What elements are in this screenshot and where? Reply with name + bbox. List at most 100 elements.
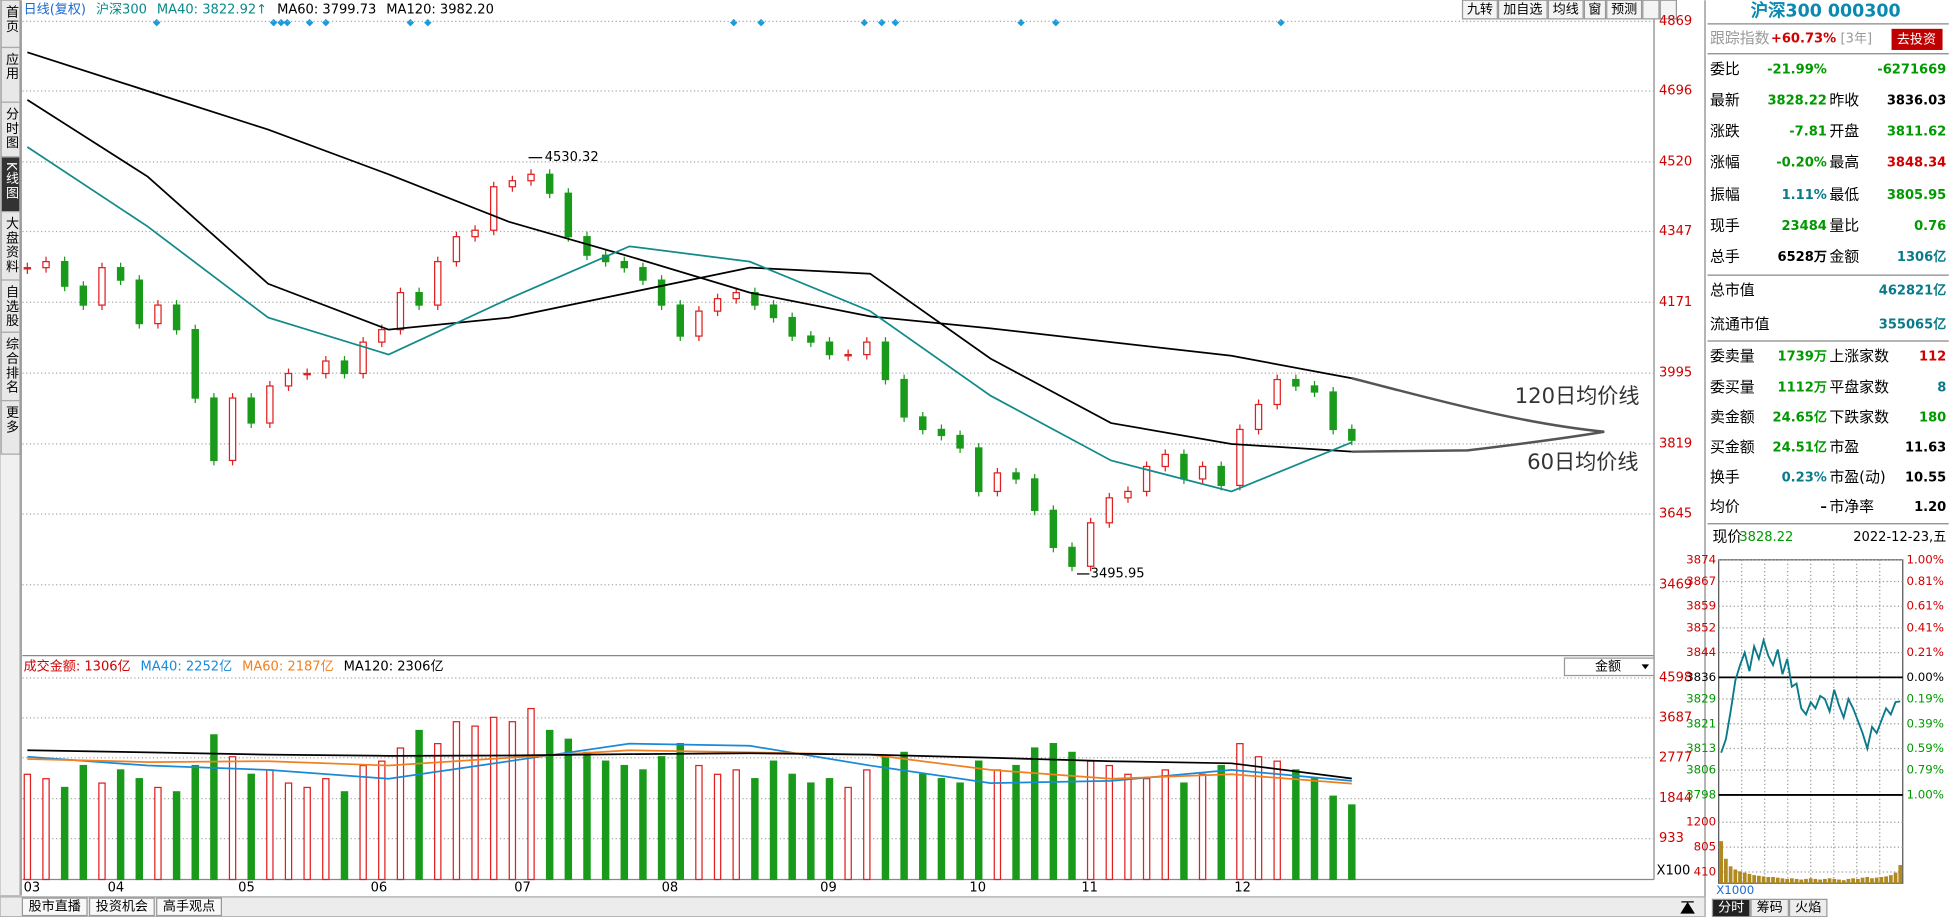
candle — [1049, 509, 1058, 548]
bottom-tab[interactable] — [21, 897, 88, 917]
side-tab-label[interactable]: 首页 — [3, 5, 19, 34]
volume-legend: MA60: 2187亿 — [242, 659, 334, 674]
volume-bar — [545, 729, 554, 881]
y-tick-label: 4520 — [1659, 154, 1692, 169]
quote-value: 1.20 — [1914, 500, 1946, 515]
toolbar-label[interactable]: 九转 — [1467, 3, 1493, 18]
candle — [564, 192, 573, 238]
y-tick-label: 3813 — [1686, 741, 1716, 755]
quote-label: 开盘 — [1829, 122, 1859, 140]
quote-label: 金额 — [1829, 248, 1859, 266]
intraday-volume — [1893, 872, 1898, 884]
side-tab-label[interactable]: 应用 — [3, 52, 19, 81]
candle — [340, 360, 349, 375]
side-tab[interactable] — [0, 400, 21, 455]
date-label: 2022-12-23,五 — [1853, 530, 1946, 545]
pct-label: 1.00% — [1906, 787, 1943, 801]
quote-label: 最高 — [1829, 153, 1859, 171]
volume-legend: 成交金额: 1306亿 — [24, 658, 131, 674]
candle — [1348, 428, 1356, 441]
x-tick-label: 08 — [662, 881, 679, 896]
high-label: 4530.32 — [545, 150, 599, 165]
toolbar-button[interactable] — [1606, 0, 1643, 20]
event-marker — [757, 18, 765, 27]
volume-bar — [564, 738, 573, 881]
intraday-volume — [1855, 878, 1860, 884]
toolbar-label[interactable]: 窗 — [1588, 2, 1601, 18]
candle — [228, 397, 237, 462]
side-tab-label[interactable]: K线图 — [3, 162, 19, 200]
track-value: +60.73% — [1771, 31, 1836, 46]
volume-bar — [1124, 773, 1132, 881]
quote-label: 市盈 — [1829, 438, 1859, 456]
volume-bar — [396, 747, 405, 881]
dropdown-label[interactable]: 金额 — [1595, 658, 1621, 674]
side-tab-label[interactable]: 综合排名 — [3, 337, 19, 394]
invest-button[interactable] — [1891, 28, 1943, 50]
intraday-tab-label[interactable]: 分时 — [1718, 901, 1744, 916]
volume-bar — [527, 707, 535, 881]
quote-label: 涨跌 — [1710, 122, 1740, 140]
volume-legend: MA120: 2306亿 — [344, 659, 444, 674]
intraday-volume — [1794, 878, 1799, 884]
bottom-tab-label[interactable]: 股市直播 — [29, 898, 81, 914]
y-tick-label: 3867 — [1686, 574, 1716, 588]
volume-bar — [191, 764, 199, 881]
toolbar-label[interactable]: 预测 — [1611, 3, 1637, 18]
volume-bar — [60, 786, 69, 881]
candle — [657, 279, 666, 306]
x-tick-label: 11 — [1081, 881, 1098, 896]
y-tick-label: 4696 — [1659, 83, 1692, 98]
volume-bar — [1273, 760, 1281, 881]
intraday-tab-label[interactable]: 火焰 — [1795, 901, 1821, 916]
intraday-volume — [1757, 875, 1761, 884]
volume-bar — [154, 786, 162, 881]
candle — [844, 353, 852, 357]
toolbar-button[interactable] — [1583, 0, 1607, 20]
side-tab-label[interactable]: 自选股 — [3, 285, 19, 328]
candle — [191, 329, 199, 399]
volume-bar — [1161, 769, 1170, 881]
pct-label: 1.00% — [1906, 552, 1943, 566]
quote-label: 量比 — [1829, 217, 1859, 235]
intraday-volume — [1724, 858, 1728, 884]
intraday-tab-label[interactable]: 筹码 — [1757, 900, 1783, 916]
volume-bar — [974, 760, 983, 881]
bottom-tab[interactable] — [88, 897, 155, 917]
x-tick-label: 09 — [820, 881, 837, 896]
bottom-tab[interactable] — [156, 897, 222, 917]
side-tab-label[interactable]: 更多 — [3, 406, 19, 435]
candle — [1273, 378, 1281, 406]
intraday-volume — [1804, 878, 1808, 884]
toolbar-label[interactable]: 加自选 — [1503, 3, 1542, 18]
event-marker — [283, 18, 292, 27]
dropdown[interactable] — [1563, 657, 1655, 677]
bottom-tab-label[interactable]: 高手观点 — [163, 898, 215, 914]
ma-legend: MA120: 3982.20 — [386, 3, 494, 18]
toolbar-icon[interactable] — [1642, 0, 1660, 20]
intraday-volume — [1761, 876, 1766, 884]
intraday-volume — [1884, 876, 1888, 884]
side-tab-label[interactable]: 大盘资料 — [3, 217, 19, 274]
intraday-volume — [1766, 877, 1771, 884]
candle — [1236, 428, 1244, 487]
bottom-tab-label[interactable]: 投资机会 — [96, 898, 148, 914]
quote-value: 3848.34 — [1887, 156, 1946, 171]
quote-label: 平盘家数 — [1829, 378, 1889, 396]
invest-button-label[interactable]: 去投资 — [1897, 32, 1936, 48]
toolbar-icon[interactable] — [1659, 0, 1678, 20]
quote-value: 112 — [1919, 350, 1946, 365]
projection-line — [1351, 430, 1605, 453]
toolbar-label[interactable]: 均线 — [1553, 3, 1579, 18]
toolbar-button[interactable] — [1497, 0, 1548, 20]
intraday-volume — [1775, 877, 1780, 884]
volume-bar — [247, 773, 255, 881]
volume-bar — [79, 764, 88, 881]
annotation: 120日均价线 — [1515, 383, 1640, 408]
scroll-up[interactable] — [1680, 901, 1695, 914]
toolbar-button[interactable] — [1461, 0, 1498, 20]
toolbar-button[interactable] — [1547, 0, 1584, 20]
side-tab-label[interactable]: 分时图 — [3, 107, 19, 150]
candle — [1105, 497, 1114, 524]
quote-label: 卖金额 — [1710, 408, 1755, 426]
